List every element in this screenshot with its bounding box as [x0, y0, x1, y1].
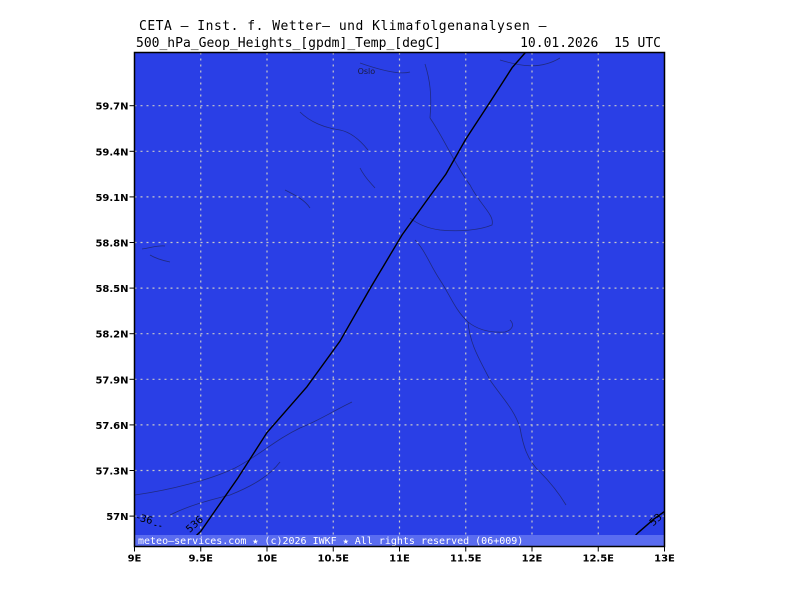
lat-tick-label: 58.2N [95, 330, 128, 341]
axis-labels: 9E 9.5E 10E 10.5E 11E 11.5E 12E 12.5E 13E 57N 57.3… [95, 102, 675, 565]
lat-tick-label: 57N [106, 512, 128, 523]
isotherm-label: -36 [135, 512, 154, 527]
lat-tick-label: 57.6N [95, 421, 128, 432]
lon-tick-label: 9.5E [188, 554, 213, 565]
valid-time: 10.01.2026 15 UTC [520, 36, 661, 51]
lat-tick-label: 59.4N [95, 147, 128, 158]
coastline-skagerrak [134, 401, 353, 516]
chart-title: CETA — Inst. f. Wetter— und Klimafolgena… [139, 19, 548, 34]
lon-tick-label: 12.5E [582, 554, 614, 565]
lat-tick-label: 59.1N [95, 193, 128, 204]
lat-tick-label: 58.5N [95, 284, 128, 295]
lat-tick-label: 57.3N [95, 467, 128, 478]
geopotential-contour [184, 52, 526, 548]
lon-tick-label: 9E [128, 554, 142, 565]
lon-tick-label: 11E [389, 554, 410, 565]
lat-lon-grid [134, 52, 665, 547]
field-description: 500_hPa_Geop_Heights_[gpdm]_Temp_[degC] [136, 36, 442, 51]
lon-tick-label: 13E [654, 554, 675, 565]
lon-tick-label: 10E [257, 554, 278, 565]
lat-tick-label: 59.7N [95, 102, 128, 113]
coastline-oslofjord [359, 57, 561, 119]
coastlines [134, 57, 567, 516]
lon-tick-label: 10.5E [317, 554, 349, 565]
lat-tick-label: 58.8N [95, 239, 128, 250]
coastline-sweden-west [409, 117, 567, 506]
lon-tick-label: 11.5E [450, 554, 482, 565]
lon-tick-label: 12E [522, 554, 543, 565]
lat-tick-label: 57.9N [95, 375, 128, 386]
city-label: Oslo [358, 67, 376, 76]
footer-band [135, 535, 664, 546]
copyright-footer: meteo—services.com ★ (c)2026 IWKF ★ All … [138, 536, 523, 547]
isotherm-line [154, 524, 164, 528]
subtitle-bar: 500_hPa_Geop_Heights_[gpdm]_Temp_[degC] … [134, 36, 665, 52]
coastline-norway-south [141, 111, 376, 263]
